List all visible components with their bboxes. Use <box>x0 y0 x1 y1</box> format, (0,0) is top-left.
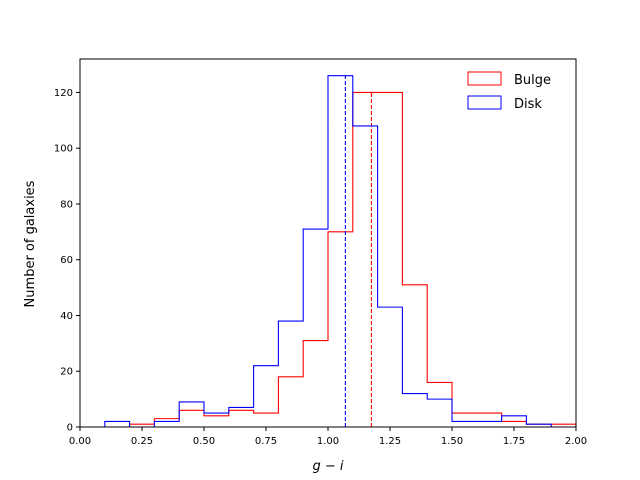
histogram-step-disk <box>80 75 576 428</box>
x-tick-label: 2.00 <box>565 436 587 447</box>
x-tick-label: 1.00 <box>317 436 339 447</box>
x-ticks: 0.00 0.25 0.50 0.75 1.00 1.25 1.50 1.75 2.00 <box>69 427 587 447</box>
legend-swatch-disk <box>467 95 502 110</box>
y-tick-label: 120 <box>54 88 73 99</box>
x-axis-label-g: g <box>312 459 320 474</box>
y-tick-label: 40 <box>60 311 73 322</box>
legend-label-disk: Disk <box>514 97 542 112</box>
x-axis-label: g − i <box>312 459 343 474</box>
x-tick-label: 0.00 <box>69 436 91 447</box>
x-axis-label-minus: − <box>321 459 340 474</box>
y-ticks: 0 20 40 60 80 100 120 <box>54 88 80 434</box>
x-axis-label-i: i <box>340 459 344 474</box>
x-tick-label: 0.75 <box>255 436 277 447</box>
x-tick-label: 1.75 <box>503 436 525 447</box>
x-tick-label: 1.25 <box>379 436 401 447</box>
x-tick-label: 0.25 <box>131 436 153 447</box>
legend-label-bulge: Bulge <box>514 73 551 88</box>
plot-area <box>80 75 577 428</box>
y-tick-label: 20 <box>60 367 73 378</box>
y-tick-label: 80 <box>60 199 73 210</box>
y-tick-label: 60 <box>60 255 73 266</box>
x-tick-label: 1.50 <box>441 436 463 447</box>
y-axis-label: Number of galaxies <box>23 180 38 307</box>
x-tick-label: 0.50 <box>193 436 215 447</box>
y-tick-label: 100 <box>54 144 73 155</box>
legend-swatch-bulge <box>467 71 502 86</box>
y-tick-label: 0 <box>67 423 73 434</box>
legend: Bulge Disk <box>467 71 551 112</box>
